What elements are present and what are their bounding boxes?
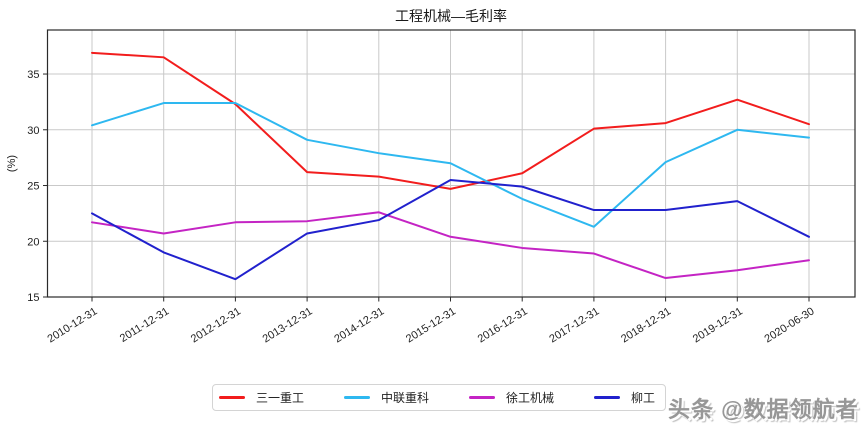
y-tick-label: 35 xyxy=(27,69,39,81)
y-tick-label: 30 xyxy=(27,125,39,137)
legend-line-swatch xyxy=(469,396,496,399)
legend-item: 柳工 xyxy=(594,389,655,406)
legend-label: 柳工 xyxy=(631,391,656,405)
series-line-4 xyxy=(91,178,810,281)
x-tick-label: 2010-12-31 xyxy=(46,305,100,345)
x-tick-label: 2020-06-30 xyxy=(763,305,817,345)
series-line-3 xyxy=(91,211,810,280)
legend: 三一重工 中联重科 徐工机械 柳工 xyxy=(212,384,666,411)
chart-title: 工程机械—毛利率 xyxy=(395,8,507,24)
x-tick-label: 2019-12-31 xyxy=(691,305,745,345)
legend-line-swatch xyxy=(219,396,245,399)
legend-label: 徐工机械 xyxy=(506,391,555,405)
x-tick-label: 2013-12-31 xyxy=(261,305,315,345)
legend-item: 徐工机械 xyxy=(469,389,554,406)
legend-item: 中联重科 xyxy=(344,389,429,406)
x-tick-label: 2015-12-31 xyxy=(404,305,458,345)
x-tick-label: 2011-12-31 xyxy=(118,305,171,345)
legend-label: 三一重工 xyxy=(256,391,305,405)
series-line-2 xyxy=(91,102,810,228)
watermark: 头条 @数据领航者 xyxy=(668,397,859,422)
x-tick-label: 2014-12-31 xyxy=(332,305,386,345)
x-tick-label: 2012-12-31 xyxy=(189,305,243,345)
y-tick-label: 15 xyxy=(27,292,39,304)
y-tick-label: 20 xyxy=(27,236,39,248)
plot-border xyxy=(46,29,856,298)
x-tick-label: 2018-12-31 xyxy=(619,305,673,345)
legend-item: 三一重工 xyxy=(219,389,304,406)
legend-line-swatch xyxy=(594,396,621,399)
x-tick-label: 2016-12-31 xyxy=(476,305,530,345)
series-line-1 xyxy=(91,51,810,190)
y-axis-label: (%) xyxy=(6,155,18,172)
legend-line-swatch xyxy=(344,396,371,399)
legend-label: 中联重科 xyxy=(381,391,430,405)
y-tick-label: 25 xyxy=(27,181,39,193)
x-tick-label: 2017-12-31 xyxy=(547,305,601,345)
